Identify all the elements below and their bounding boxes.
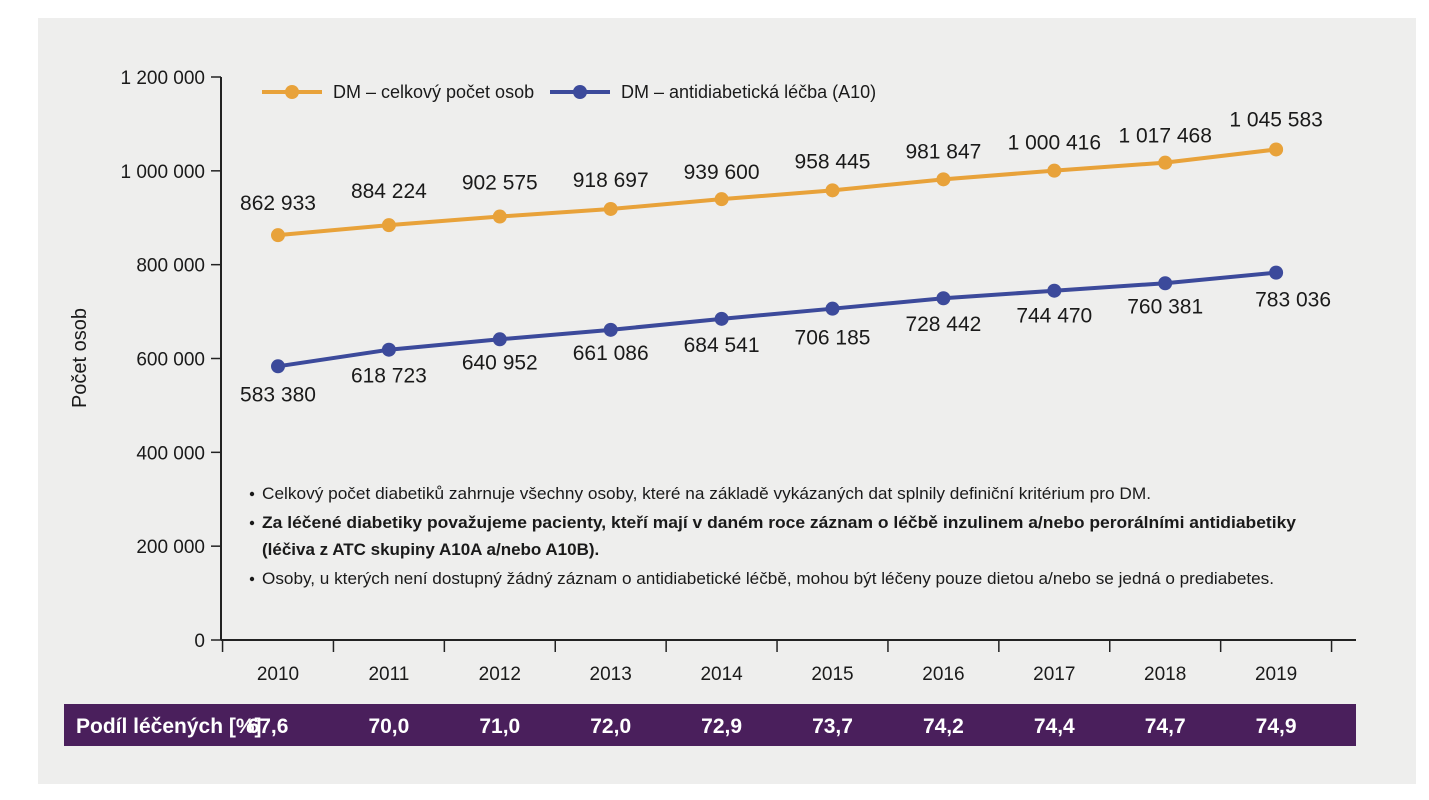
y-tick-label: 0 — [194, 631, 205, 652]
data-point — [1158, 155, 1173, 170]
data-label: 1 000 416 — [1008, 132, 1101, 155]
data-label: 728 442 — [905, 313, 981, 336]
y-tick-label: 1 000 000 — [120, 162, 205, 183]
data-point — [1269, 142, 1284, 157]
share-row-band — [64, 704, 1356, 746]
x-tick-label: 2019 — [1255, 664, 1297, 685]
bullet-icon — [249, 576, 255, 582]
x-tick-label: 2011 — [368, 664, 409, 685]
share-row-label: Podíl léčených [%] — [76, 715, 262, 738]
note-line: Za léčené diabetiky považujeme pacienty,… — [262, 513, 1297, 532]
x-tick-label: 2013 — [590, 664, 632, 685]
data-label: 583 380 — [240, 383, 316, 406]
data-label: 884 224 — [351, 180, 427, 203]
axes: 0 200 000 400 000 600 000 800 000 1 000 000 1 … — [69, 68, 1356, 685]
legend-label: DM – antidiabetická léčba (A10) — [621, 82, 876, 102]
legend-swatch-marker — [285, 85, 299, 99]
share-row-value: 74,9 — [1256, 715, 1297, 738]
data-label: 1 045 583 — [1229, 108, 1322, 131]
data-label: 661 086 — [573, 342, 649, 365]
data-label: 618 723 — [351, 365, 427, 388]
legend: DM – celkový počet osob DM – antidiabetic… — [262, 82, 876, 102]
data-label: 902 575 — [462, 172, 538, 195]
series-lines — [271, 142, 1284, 374]
data-point — [936, 291, 951, 306]
data-labels: 862 933 884 224 902 575 918 697 939 600 958 4… — [240, 108, 1331, 406]
legend-label: DM – celkový počet osob — [333, 82, 534, 102]
note-line: Celkový počet diabetiků zahrnuje všechny… — [262, 484, 1151, 503]
y-tick-label: 800 000 — [136, 256, 205, 277]
share-row-value: 74,7 — [1145, 715, 1186, 738]
legend-swatch-marker — [573, 85, 587, 99]
share-row-value: 67,6 — [248, 715, 289, 738]
share-row-value: 70,0 — [368, 715, 409, 738]
data-point — [381, 218, 396, 233]
data-point — [603, 201, 618, 216]
data-label: 706 185 — [795, 327, 871, 350]
data-point — [1047, 283, 1062, 298]
data-point — [714, 192, 729, 207]
x-tick-label: 2016 — [922, 664, 964, 685]
x-tick-label: 2015 — [811, 664, 853, 685]
y-tick-label: 1 200 000 — [120, 68, 205, 89]
data-label: 640 952 — [462, 351, 538, 374]
series-line-1 — [277, 270, 1277, 369]
data-label: 1 017 468 — [1118, 125, 1211, 148]
share-row-value: 72,9 — [701, 715, 742, 738]
data-label: 918 697 — [573, 169, 649, 192]
data-label: 981 847 — [905, 140, 981, 163]
data-label: 958 445 — [795, 150, 871, 173]
data-point — [714, 311, 729, 326]
data-label: 939 600 — [684, 161, 760, 184]
data-point — [271, 359, 285, 374]
data-label: 760 381 — [1127, 295, 1203, 318]
note-line: Osoby, u kterých není dostupný žádný záz… — [262, 569, 1274, 588]
bullet-icon — [249, 520, 255, 526]
share-row-value: 74,2 — [923, 715, 964, 738]
data-point — [1158, 276, 1173, 291]
x-tick-label: 2010 — [257, 664, 299, 685]
y-tick-label: 600 000 — [136, 350, 205, 371]
share-row: Podíl léčených [%]67,6 70,0 71,0 72,0 72,9 73… — [64, 704, 1356, 746]
data-point — [936, 172, 951, 187]
share-row-value: 72,0 — [590, 715, 631, 738]
data-label: 783 036 — [1255, 289, 1331, 312]
y-axis-title: Počet osob — [69, 308, 91, 408]
data-point — [1047, 163, 1062, 178]
share-row-value: 71,0 — [479, 715, 520, 738]
data-point — [381, 342, 396, 357]
data-point — [271, 228, 285, 243]
data-point — [825, 301, 840, 316]
share-row-value: 74,4 — [1034, 715, 1075, 738]
y-tick-label: 400 000 — [136, 443, 205, 464]
x-tick-label: 2012 — [479, 664, 521, 685]
bullet-icon — [249, 491, 255, 497]
x-tick-label: 2014 — [700, 664, 743, 685]
chart-notes: Celkový počet diabetiků zahrnuje všechny… — [249, 484, 1297, 588]
data-point — [1269, 265, 1284, 280]
x-tick-label: 2017 — [1033, 664, 1075, 685]
data-point — [603, 322, 618, 337]
data-label: 862 933 — [240, 192, 316, 215]
series-line-0 — [277, 147, 1277, 238]
note-line: (léčiva z ATC skupiny A10A a/nebo A10B). — [262, 540, 599, 559]
data-label: 744 470 — [1016, 305, 1092, 328]
data-point — [492, 332, 507, 347]
data-point — [825, 183, 840, 198]
data-label: 684 541 — [684, 334, 760, 357]
x-tick-label: 2018 — [1144, 664, 1186, 685]
y-tick-label: 200 000 — [136, 537, 205, 558]
chart-panel — [38, 18, 1416, 784]
data-point — [492, 209, 507, 224]
share-row-value: 73,7 — [812, 715, 853, 738]
